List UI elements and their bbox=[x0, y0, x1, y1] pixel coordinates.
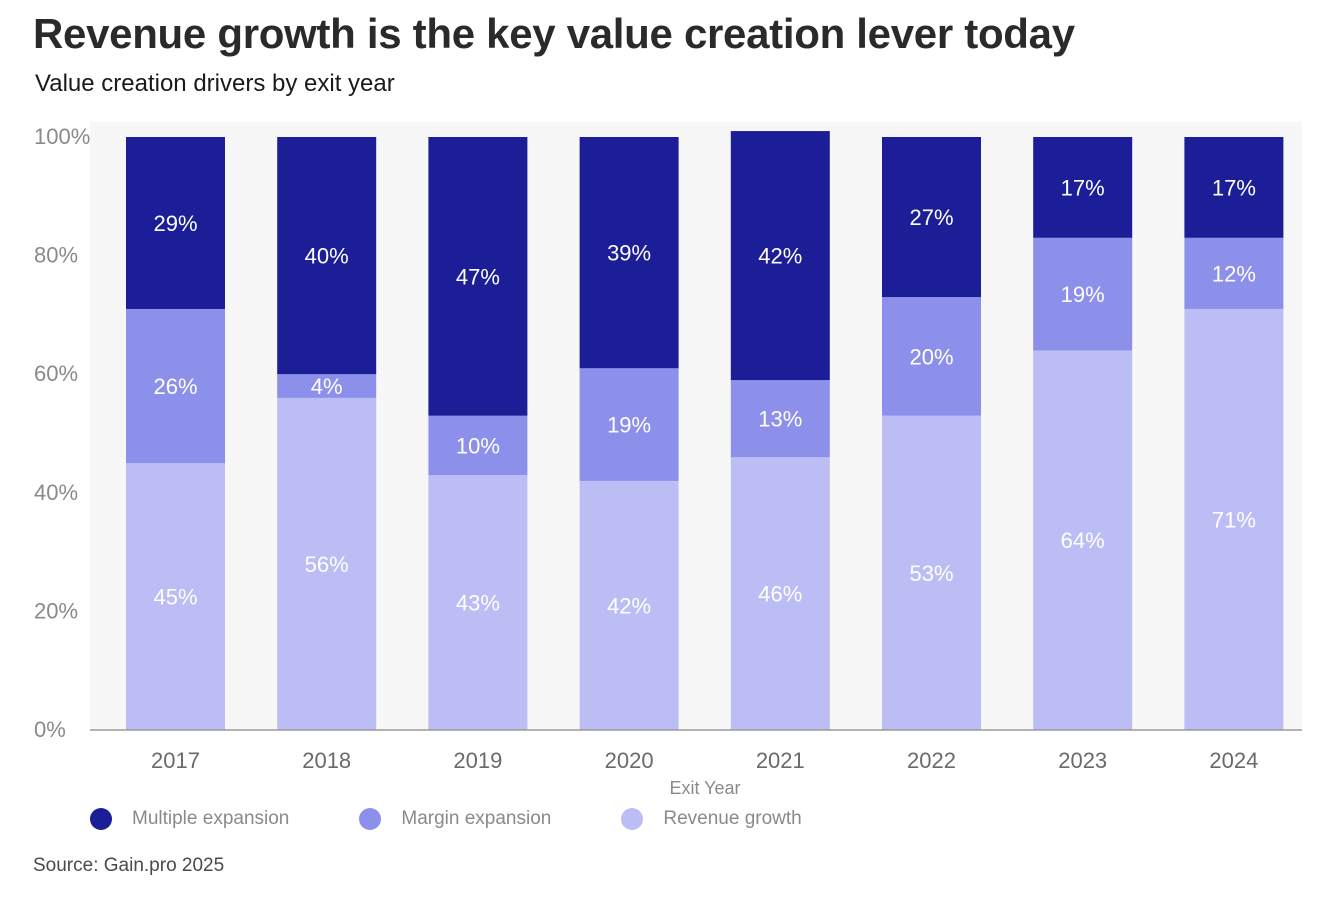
legend-item: Revenue growth bbox=[621, 808, 802, 830]
chart-subtitle: Value creation drivers by exit year bbox=[35, 70, 395, 97]
bar-segment-margin-expansion bbox=[277, 374, 377, 398]
bar-value-label: 19% bbox=[1061, 282, 1105, 307]
bar-value-label: 40% bbox=[305, 244, 349, 269]
bar-value-label: 10% bbox=[456, 433, 500, 458]
bar-value-label: 29% bbox=[153, 211, 197, 236]
bar-segment-margin-expansion bbox=[1033, 237, 1133, 351]
bar-segment-revenue-growth bbox=[277, 397, 377, 730]
bar-value-label: 26% bbox=[153, 374, 197, 399]
legend-item: Multiple expansion bbox=[90, 808, 289, 830]
bar-value-label: 17% bbox=[1061, 175, 1105, 200]
bar-segment-revenue-growth bbox=[1033, 350, 1133, 730]
bar-segment-revenue-growth bbox=[1184, 308, 1284, 730]
bar-value-label: 27% bbox=[909, 205, 953, 230]
bar-value-label: 19% bbox=[607, 413, 651, 438]
bar-segment-multiple-expansion bbox=[730, 131, 830, 381]
y-tick-label: 20% bbox=[34, 598, 78, 623]
bar-value-label: 39% bbox=[607, 241, 651, 266]
bar-segment-revenue-growth bbox=[428, 475, 528, 730]
x-tick-label: 2018 bbox=[302, 748, 351, 773]
legend-label: Revenue growth bbox=[663, 808, 802, 829]
bar-value-label: 46% bbox=[758, 582, 802, 607]
bar-value-label: 17% bbox=[1212, 175, 1256, 200]
bar-segment-margin-expansion bbox=[428, 415, 528, 476]
chart-legend: Multiple expansion Margin expansion Revenu… bbox=[90, 805, 872, 833]
stacked-bar-chart: 0% 20% 40% 60% 80% 100% 45% 26% 29% 56% 4% 40% 43% 1… bbox=[34, 122, 1302, 798]
x-tick-label: 2024 bbox=[1209, 748, 1258, 773]
bar-segment-multiple-expansion bbox=[579, 137, 679, 369]
x-tick-label: 2020 bbox=[605, 748, 654, 773]
bar-segment-multiple-expansion bbox=[428, 137, 528, 416]
bar-value-label: 42% bbox=[758, 244, 802, 269]
y-tick-label: 40% bbox=[34, 480, 78, 505]
bar-value-label: 45% bbox=[153, 585, 197, 610]
bar-value-label: 71% bbox=[1212, 507, 1256, 532]
y-axis: 0% 20% 40% 60% 80% 100% bbox=[34, 124, 90, 742]
legend-label: Multiple expansion bbox=[132, 808, 290, 829]
legend-item: Margin expansion bbox=[359, 808, 551, 830]
y-tick-label: 0% bbox=[34, 717, 66, 742]
y-tick-label: 60% bbox=[34, 361, 78, 386]
bar-value-label: 12% bbox=[1212, 261, 1256, 286]
y-tick-label: 100% bbox=[34, 124, 90, 149]
bar-segment-margin-expansion bbox=[126, 308, 225, 464]
bar-value-label: 13% bbox=[758, 407, 802, 432]
bar-value-label: 53% bbox=[909, 561, 953, 586]
x-axis: 2017 2018 2019 2020 2021 2022 2023 2024 bbox=[90, 729, 1302, 773]
bar-segment-multiple-expansion bbox=[882, 137, 981, 298]
bar-segment-margin-expansion bbox=[1184, 237, 1284, 309]
bar-value-label: 64% bbox=[1061, 528, 1105, 553]
bar-segment-revenue-growth bbox=[730, 457, 830, 730]
bar-segment-multiple-expansion bbox=[1033, 137, 1133, 238]
x-tick-label: 2021 bbox=[756, 748, 805, 773]
bar-segment-multiple-expansion bbox=[126, 137, 225, 309]
bar-value-label: 47% bbox=[456, 264, 500, 289]
legend-swatch bbox=[90, 808, 112, 830]
x-axis-title: Exit Year bbox=[669, 778, 740, 798]
legend-swatch bbox=[359, 808, 382, 830]
x-tick-label: 2019 bbox=[453, 748, 502, 773]
bar-value-label: 43% bbox=[456, 591, 500, 616]
bar-segment-revenue-growth bbox=[882, 415, 981, 730]
bar-value-label: 56% bbox=[305, 552, 349, 577]
bar-value-label: 42% bbox=[607, 593, 651, 618]
bar-segment-revenue-growth bbox=[126, 463, 225, 730]
bar-value-labels: 45% 26% 29% 56% 4% 40% 43% 10% 47% 42% 19% 39% 46% 13… bbox=[153, 175, 1255, 618]
x-tick-label: 2022 bbox=[907, 748, 956, 773]
bar-value-label: 4% bbox=[311, 374, 343, 399]
bar-segment-margin-expansion bbox=[882, 297, 981, 416]
source-note: Source: Gain.pro 2025 bbox=[33, 855, 225, 876]
bar-stacks bbox=[126, 131, 1284, 730]
bar-segment-margin-expansion bbox=[579, 368, 679, 481]
legend-swatch bbox=[621, 808, 644, 830]
bar-segment-multiple-expansion bbox=[1184, 137, 1284, 238]
bar-value-label: 20% bbox=[909, 344, 953, 369]
bar-segment-revenue-growth bbox=[579, 480, 679, 730]
chart-title: Revenue growth is the key value creation… bbox=[33, 10, 1075, 57]
bar-segment-multiple-expansion bbox=[277, 137, 377, 375]
legend-label: Margin expansion bbox=[401, 808, 552, 829]
x-tick-label: 2023 bbox=[1058, 748, 1107, 773]
y-tick-label: 80% bbox=[34, 243, 78, 268]
x-tick-label: 2017 bbox=[151, 748, 200, 773]
bar-segment-margin-expansion bbox=[730, 380, 830, 458]
